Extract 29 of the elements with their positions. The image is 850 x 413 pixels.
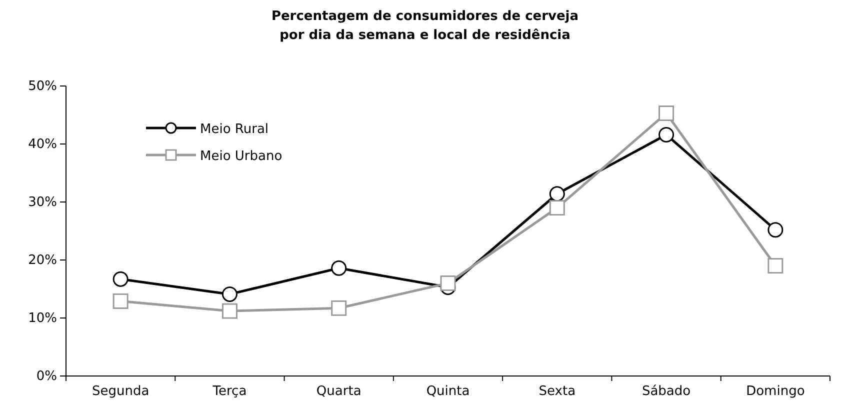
point xyxy=(549,186,565,202)
chart-title: Percentagem de consumidores de cerveja por dia da semana e local de residência xyxy=(271,9,579,43)
legend-label: Meio Rural xyxy=(200,122,269,137)
y-tick-label: 30% xyxy=(28,195,57,210)
y-tick-label: 40% xyxy=(28,137,57,152)
point xyxy=(440,275,456,291)
point xyxy=(222,286,238,302)
point xyxy=(768,258,784,274)
x-tick-label: Segunda xyxy=(92,384,150,400)
point xyxy=(331,300,347,316)
y-tick-label: 0% xyxy=(36,369,57,384)
x-tick-label: Quarta xyxy=(316,384,362,400)
point xyxy=(658,106,674,122)
x-tick-label: Quinta xyxy=(426,384,470,400)
point xyxy=(331,260,347,276)
y-tick-label: 10% xyxy=(28,311,57,326)
point xyxy=(222,303,238,319)
point xyxy=(549,200,565,216)
point xyxy=(112,271,128,287)
x-tick-label: Sábado xyxy=(642,384,691,400)
x-tick-label: Terça xyxy=(212,384,247,400)
x-tick-label: Sexta xyxy=(538,384,576,400)
x-tick-label: Domingo xyxy=(746,384,805,400)
y-tick-label: 20% xyxy=(28,253,57,268)
y-tick-label: 50% xyxy=(28,79,57,94)
point xyxy=(112,293,128,309)
legend-label: Meio Urbano xyxy=(200,149,282,164)
point xyxy=(658,126,674,142)
point xyxy=(768,222,784,238)
